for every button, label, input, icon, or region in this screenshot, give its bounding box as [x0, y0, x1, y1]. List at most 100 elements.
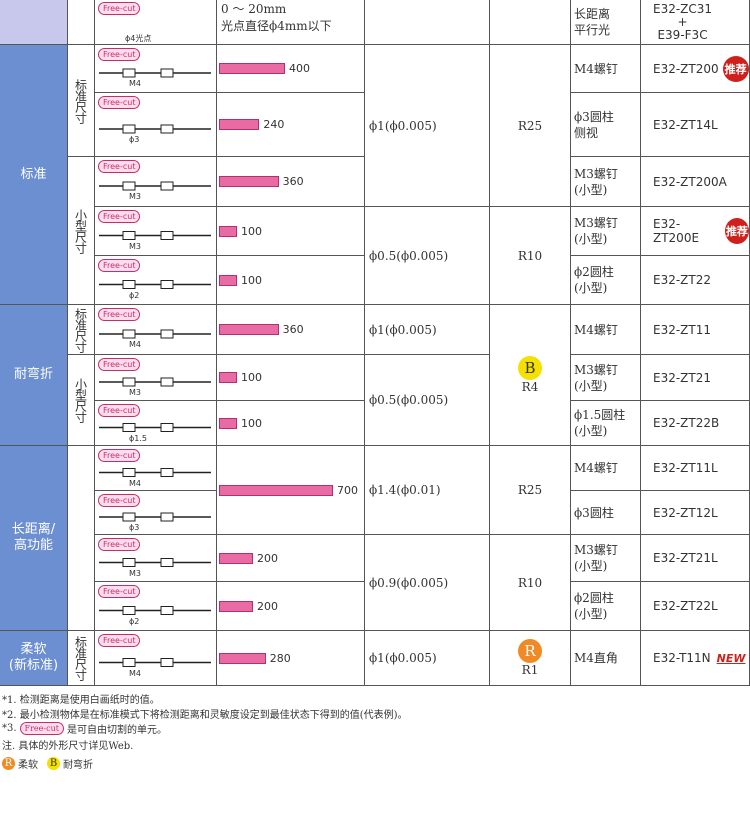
icon: R [2, 757, 15, 770]
range: 0 ～ 20mm [221, 2, 287, 16]
spot-label: ϕ1(ϕ0.005) [369, 651, 437, 665]
type-cell: M4螺钉 [571, 305, 641, 355]
recommend-badge: 推荐 [724, 218, 749, 244]
size-label: 小型尺寸 [73, 208, 88, 253]
model-line: E39-F3C [657, 27, 708, 42]
top-spot [365, 0, 490, 45]
free-cut-badge: Free-cut [98, 48, 141, 61]
category-line-group: 标准 [20, 167, 46, 183]
radius-label: R4 [521, 380, 539, 394]
model-cell: E32-ZT11L [641, 446, 750, 491]
category-line-group: 耐弯折 [14, 367, 53, 383]
model-cell: E32-T11N NEW [641, 631, 750, 686]
type-cell: M3螺钉 (小型) [571, 355, 641, 401]
distance-label: 200 [257, 551, 278, 565]
diagram-cell: Free-cut M3 [95, 535, 217, 582]
distance-label: 360 [282, 175, 304, 188]
type-cell: ϕ3圆柱 侧视 [571, 93, 641, 157]
distance-bar [219, 274, 237, 286]
type-line: (小型) [574, 607, 608, 621]
type-line: M3螺钉 [574, 216, 618, 230]
type-cell: ϕ3圆柱 [571, 491, 641, 535]
diagram: Free-cut M4 [95, 631, 216, 685]
diagram: Free-cut M3 [95, 355, 216, 400]
type-line: (小型) [574, 232, 608, 246]
radius-cell: R25 [490, 446, 571, 535]
radius-cell: B R4 [490, 305, 571, 446]
size-cell: 标准尺寸 [68, 631, 95, 686]
diagram-cell: Free-cut M3 [95, 207, 217, 256]
type-cell: ϕ1.5圆柱 (小型) [571, 401, 641, 446]
diagram-label: ϕ2 [129, 616, 140, 626]
note-suffix: 是可自由切割的单元。 [66, 725, 167, 736]
radius-cell: R10 [490, 535, 571, 631]
footnote: *3. Free-cut 是可自由切割的单元。 [2, 721, 167, 736]
diagram-label: M4 [129, 668, 141, 678]
spot-label: ϕ1(ϕ0.005) [369, 118, 437, 133]
free-cut-badge: Free-cut [98, 210, 141, 223]
free-cut-badge: Free-cut [98, 308, 141, 321]
diagram: Free-cut ϕ2 [95, 256, 216, 304]
distance-label: 100 [241, 371, 262, 384]
model-line-group: E32-ZC31 + E39-F3C [653, 1, 713, 42]
radius-cell: R25 [490, 45, 571, 207]
type-line-group: 长距离 平行光 [574, 6, 610, 38]
footnote: 注. 具体的外形尺寸详见Web. [2, 741, 134, 752]
free-cut-badge: Free-cut [98, 538, 141, 551]
distance-bar [219, 63, 285, 74]
model: E32-ZT14L [653, 117, 718, 132]
type-line-group: M4螺钉 [574, 61, 618, 77]
spot-cell: ϕ0.9(ϕ0.005) [365, 535, 490, 631]
model-cell: E32-ZT14L [641, 93, 750, 157]
cable-drawing [99, 423, 211, 432]
radius-label: R25 [517, 118, 543, 133]
model: E32-T11N [653, 651, 711, 665]
model-line: + [677, 14, 688, 29]
diagram-label: ϕ4光点 [125, 34, 152, 43]
cable-drawing [99, 280, 211, 289]
distance-bar [219, 119, 260, 130]
top-radius [490, 0, 571, 45]
model-line: E32-ZC31 [653, 1, 713, 16]
category-line-group: 柔软 (新标准) [9, 642, 58, 674]
type-line: M3螺钉 [574, 543, 618, 557]
diagram: Free-cut ϕ3 [95, 93, 216, 156]
distance-label: 100 [241, 273, 262, 287]
free-cut-badge: Free-cut [19, 722, 64, 735]
model-cell: E32-ZT22B [641, 401, 750, 446]
distance-bar [219, 652, 266, 664]
type-line: (小型) [574, 378, 608, 393]
distance-cell: 100 [217, 207, 365, 256]
distance-bar [219, 225, 237, 237]
size-cell [68, 446, 95, 631]
diagram-label: ϕ3 [129, 135, 140, 144]
legend-label: 耐弯折 [63, 760, 93, 771]
diagram-cell: Free-cut M4 [95, 446, 217, 491]
category-line: 长距离/ [11, 522, 56, 537]
radius-label: R10 [517, 575, 543, 590]
type-line: ϕ2圆柱 [574, 591, 614, 605]
category-cell: 耐弯折 [0, 305, 68, 446]
type-line: M4直角 [574, 651, 618, 665]
distance-bar [219, 417, 237, 429]
diagram-label: ϕ1.5 [129, 433, 147, 443]
diagram-cell: Free-cut M3 [95, 355, 217, 401]
top-size [68, 0, 95, 45]
icon: B [518, 356, 542, 380]
model-cell: E32-ZT200E 推荐 [641, 207, 750, 256]
model-cell: E32-ZT22L [641, 582, 750, 631]
distance-cell: 100 [217, 401, 365, 446]
legend-label: 柔软 [18, 760, 38, 771]
distance-cell: 400 [217, 45, 365, 93]
free-cut-badge: Free-cut [98, 634, 141, 647]
cable-drawing [99, 231, 211, 240]
size-label: 标准尺寸 [73, 307, 88, 352]
size-label: 标准尺寸 [73, 78, 88, 123]
distance-label: 700 [337, 483, 358, 497]
spot-cell: ϕ1.4(ϕ0.01) [365, 446, 490, 535]
model: E32-ZT11L [653, 461, 718, 475]
free-cut-badge: Free-cut [98, 160, 141, 173]
diagram: Free-cut M4 [95, 45, 216, 92]
model-cell: E32-ZT200A [641, 157, 750, 207]
diagram-label: ϕ3 [129, 523, 140, 532]
